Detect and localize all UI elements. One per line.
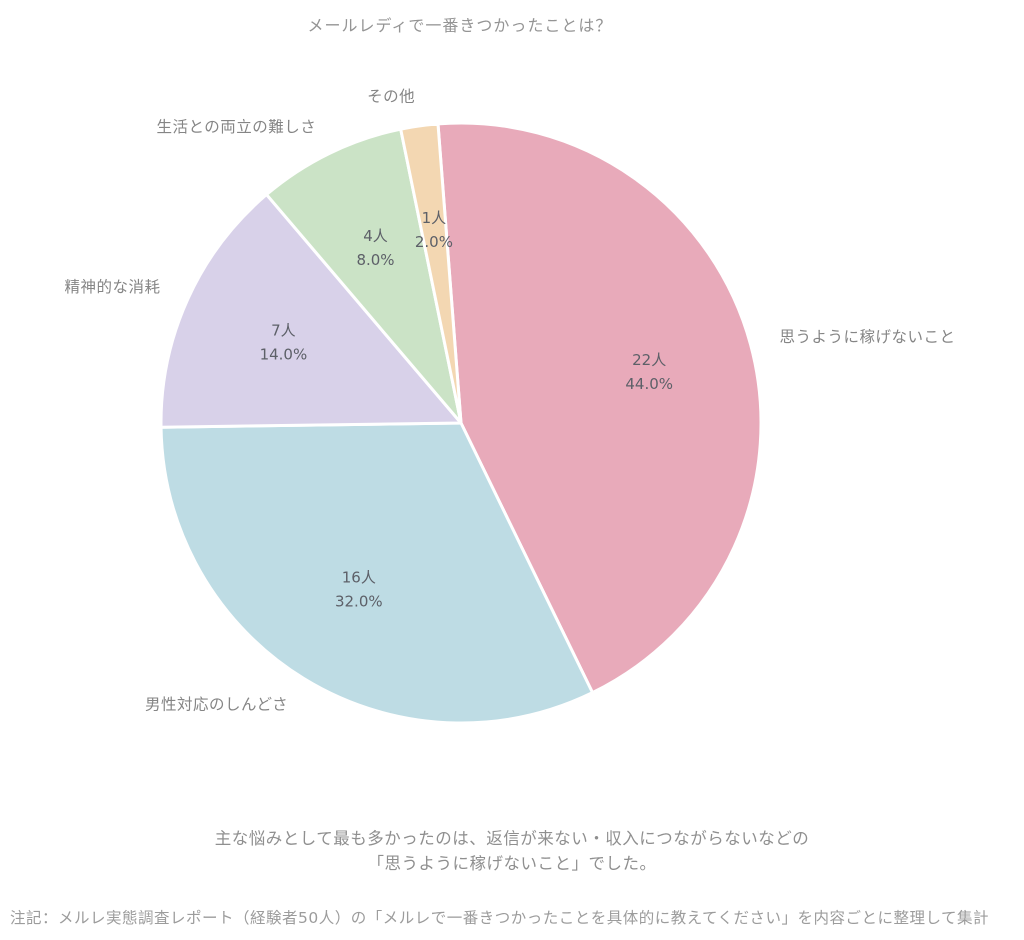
chart-caption: 主な悩みとして最も多かったのは、返信が来ない・収入につながらないなどの 「思うよ… — [0, 826, 1024, 876]
slice-value-label-4: 1人 2.0% — [415, 209, 453, 251]
pie-slice-3 — [265, 127, 463, 425]
pie-slice-0 — [436, 121, 763, 695]
slice-value-label-1: 16人 32.0% — [335, 568, 383, 610]
pie-slice-4 — [399, 122, 463, 425]
slice-category-label-4: その他 — [367, 88, 415, 106]
caption-line-1: 主な悩みとして最も多かったのは、返信が来ない・収入につながらないなどの — [214, 829, 810, 848]
source-note: 注記：メルレ実態調査レポート（経験者50人）の「メルレで一番きつかったことを具体… — [10, 909, 990, 927]
slice-category-label-1: 男性対応のしんどさ — [145, 696, 288, 714]
slice-value-label-2: 7人 14.0% — [260, 322, 308, 364]
slice-category-label-2: 精神的な消耗 — [64, 278, 160, 296]
slice-category-label-0: 思うように稼げないこと — [780, 328, 956, 346]
chart-title: メールレディで一番きつかったことは？ — [307, 16, 613, 35]
slice-category-label-3: 生活との両立の難しさ — [156, 118, 316, 136]
slice-value-label-3: 4人 8.0% — [356, 227, 394, 269]
slice-value-label-0: 22人 44.0% — [625, 351, 673, 393]
pie-slice-1 — [159, 421, 595, 725]
pie-slice-2 — [159, 193, 463, 429]
caption-line-2: 「思うように稼げないこと」でした。 — [367, 854, 657, 873]
